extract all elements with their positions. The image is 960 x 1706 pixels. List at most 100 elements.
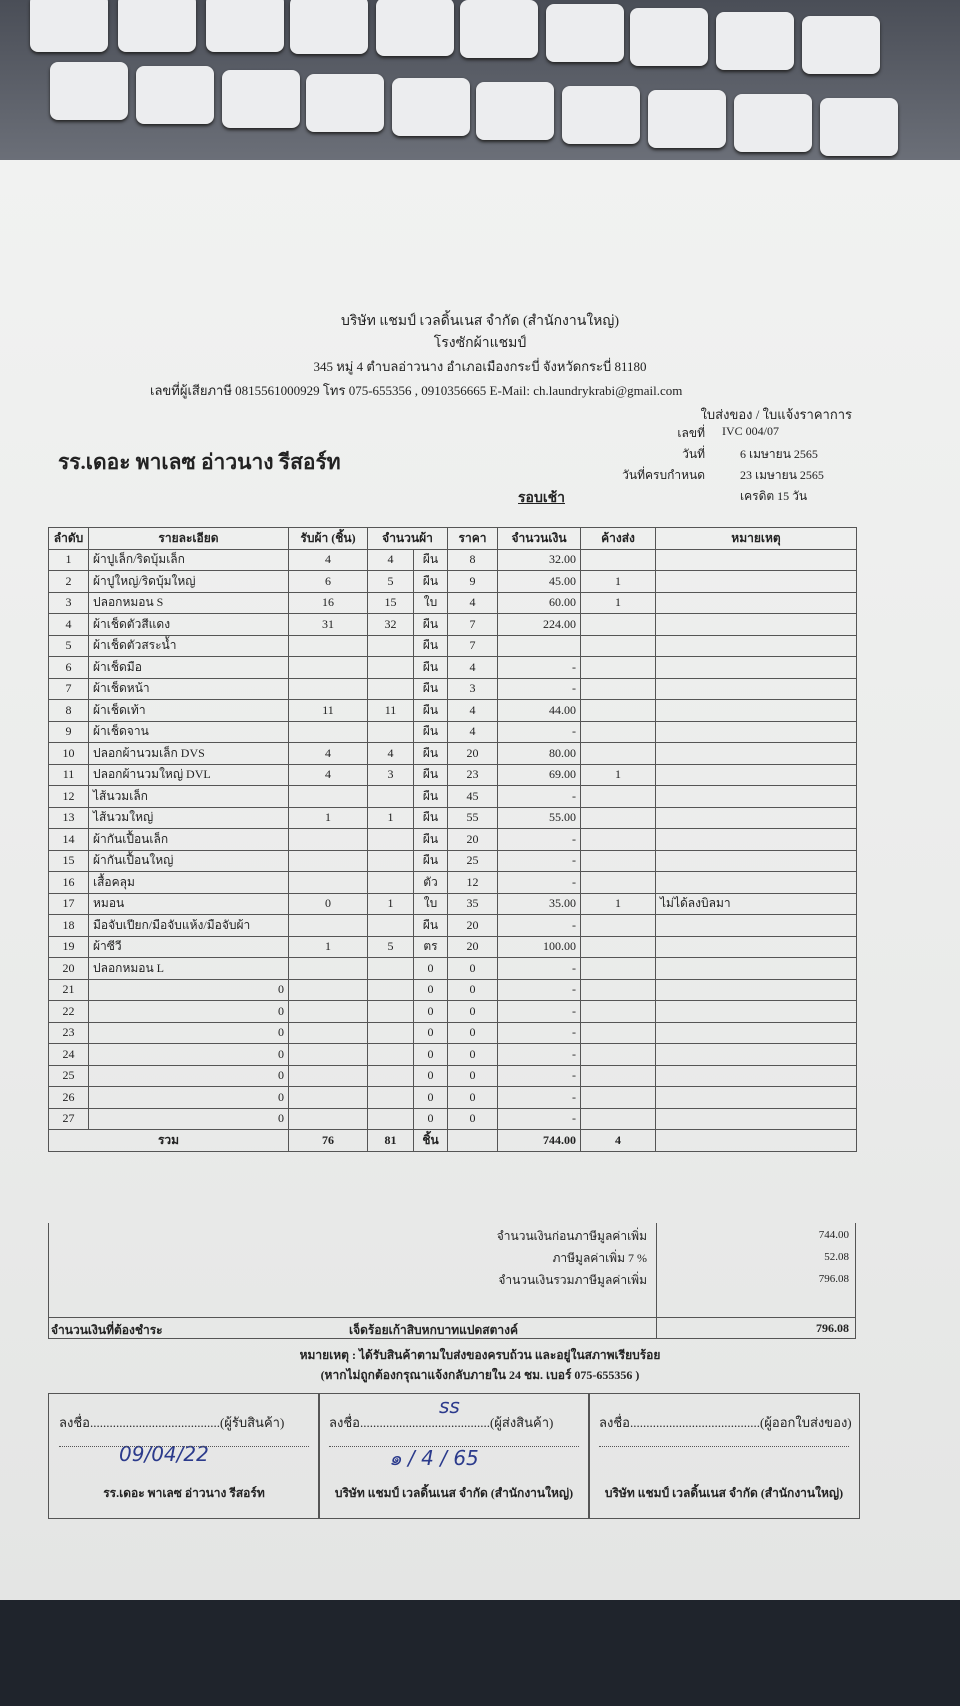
cell-qty: 3 — [367, 763, 414, 786]
cell-amount: 44.00 — [497, 699, 581, 722]
cell-item: ผ้าปูเล็ก/ริดบุ้มเล็ก — [88, 548, 289, 571]
cell-note — [655, 914, 857, 937]
item-row: 18 มือจับเปียก/มือจับแห้ง/มือจับผ้า ผืน 20- — [48, 914, 857, 937]
cell-item: ผ้าเช็ดเท้า — [88, 699, 289, 722]
cell-price: 0 — [447, 1107, 498, 1130]
cell-recv: 4 — [288, 742, 368, 765]
item-row: 5 ผ้าเช็ดตัวสระน้ำ ผืน 7 — [48, 634, 857, 657]
cell-price: 4 — [447, 699, 498, 722]
key — [630, 8, 708, 66]
cell-qty — [367, 849, 414, 872]
cell-pending — [580, 634, 656, 657]
meta-label: เลขที่ — [677, 426, 705, 440]
item-row: 14 ผ้ากันเปื้อนเล็ก ผืน 20- — [48, 828, 857, 851]
cell-note — [655, 591, 857, 614]
cell-qty: 15 — [367, 591, 414, 614]
item-row: 9 ผ้าเช็ดจาน ผืน 4- — [48, 720, 857, 743]
cell-price: 0 — [447, 978, 498, 1001]
cell-price: 35 — [447, 892, 498, 915]
signature-line: ลงชื่อ..................................… — [599, 1415, 852, 1430]
cell-item: ผ้าเช็ดจาน — [88, 720, 289, 743]
cell-item: ปลอกผ้านวมเล็ก DVS — [88, 742, 289, 765]
cell-price: 7 — [447, 613, 498, 636]
cell-note — [655, 720, 857, 743]
cell-unit: 0 — [413, 1064, 448, 1087]
cell-item: ผ้ากันเปื้อนเล็ก — [88, 828, 289, 851]
cell-note — [655, 978, 857, 1001]
cell-no: 27 — [48, 1107, 89, 1130]
cell-no: 10 — [48, 742, 89, 765]
cell-item: 0 — [88, 978, 289, 1001]
cell-pending — [580, 1021, 656, 1044]
cell-recv — [288, 1064, 368, 1087]
cell-qty — [367, 1021, 414, 1044]
cell-amount: - — [497, 978, 581, 1001]
table-background — [0, 1600, 960, 1706]
header-cell: รายละเอียด — [88, 527, 289, 550]
cell-item: ผ้ากันเปื้อนใหญ่ — [88, 849, 289, 872]
cell-qty — [367, 1043, 414, 1066]
item-row: 25 0 0 0- — [48, 1064, 857, 1087]
shop-name: โรงซักผ้าแชมป์ — [433, 336, 527, 351]
cell-recv: 4 — [288, 763, 368, 786]
cell-amount: 45.00 — [497, 570, 581, 593]
meta-label: วันที่ — [682, 447, 705, 461]
meta-label: รอบเช้า — [518, 491, 565, 506]
cell-no: 4 — [48, 613, 89, 636]
cell-note — [655, 806, 857, 829]
cell-price: 45 — [447, 785, 498, 808]
cell-recv — [288, 1021, 368, 1044]
cell-pending — [580, 957, 656, 980]
divider — [49, 1317, 855, 1318]
cell-recv: 16 — [288, 591, 368, 614]
cell-recv — [288, 957, 368, 980]
cell-pending: 1 — [580, 892, 656, 915]
cell-note — [655, 1107, 857, 1130]
cell-unit: ผืน — [413, 699, 448, 722]
item-row: 17 หมอน 0 1 ใบ 35 35.00 1 ไม่ได้ลงบิลมา — [48, 892, 857, 915]
cell-no: 13 — [48, 806, 89, 829]
cell-unit: ใบ — [413, 591, 448, 614]
cell-unit: ผืน — [413, 570, 448, 593]
cell-pending — [580, 720, 656, 743]
signature-paren — [59, 1446, 309, 1447]
signature-line: ลงชื่อ..................................… — [59, 1415, 285, 1430]
cell-price: 20 — [447, 914, 498, 937]
meta-value: 23 เมษายน 2565 — [740, 468, 824, 482]
cell-recv: 31 — [288, 613, 368, 636]
signature-org: บริษัท แชมป์ เวลดิ้นเนส จำกัด (สำนักงานใ… — [334, 1486, 574, 1500]
header-cell: ราคา — [447, 527, 498, 550]
item-row: 27 0 0 0- — [48, 1107, 857, 1130]
cell-pending — [580, 677, 656, 700]
total-unit: ชิ้น — [413, 1129, 448, 1152]
cell-pending — [580, 849, 656, 872]
cell-pending — [580, 806, 656, 829]
cell-pending — [580, 935, 656, 958]
key — [376, 0, 454, 56]
note: หมายเหตุ : ได้รับสินค้าตามใบส่งของครบถ้ว… — [299, 1348, 661, 1362]
cell-unit: ผืน — [413, 613, 448, 636]
company-name: บริษัท แชมป์ เวลดิ้นเนส จำกัด (สำนักงานใ… — [341, 314, 619, 329]
cell-note — [655, 828, 857, 851]
cell-price: 4 — [447, 720, 498, 743]
cell-item: ผ้าซีวี — [88, 935, 289, 958]
cell-note — [655, 699, 857, 722]
cell-item: ไส้นวมเล็ก — [88, 785, 289, 808]
key — [460, 0, 538, 58]
cell-price: 20 — [447, 935, 498, 958]
cell-qty: 4 — [367, 548, 414, 571]
item-row: 21 0 0 0- — [48, 978, 857, 1001]
cell-no: 24 — [48, 1043, 89, 1066]
signature-box: ลงชื่อ..................................… — [48, 1393, 320, 1519]
cell-note — [655, 1086, 857, 1109]
cell-recv — [288, 849, 368, 872]
cell-amount: 32.00 — [497, 548, 581, 571]
cell-unit: ตัว — [413, 871, 448, 894]
cell-price: 12 — [447, 871, 498, 894]
customer-name: รร.เดอะ พาเลซ อ่าวนาง รีสอร์ท — [58, 450, 341, 474]
cell-note — [655, 849, 857, 872]
cell-unit: 0 — [413, 1000, 448, 1023]
cell-recv — [288, 978, 368, 1001]
header-cell: ลำดับ — [48, 527, 89, 550]
